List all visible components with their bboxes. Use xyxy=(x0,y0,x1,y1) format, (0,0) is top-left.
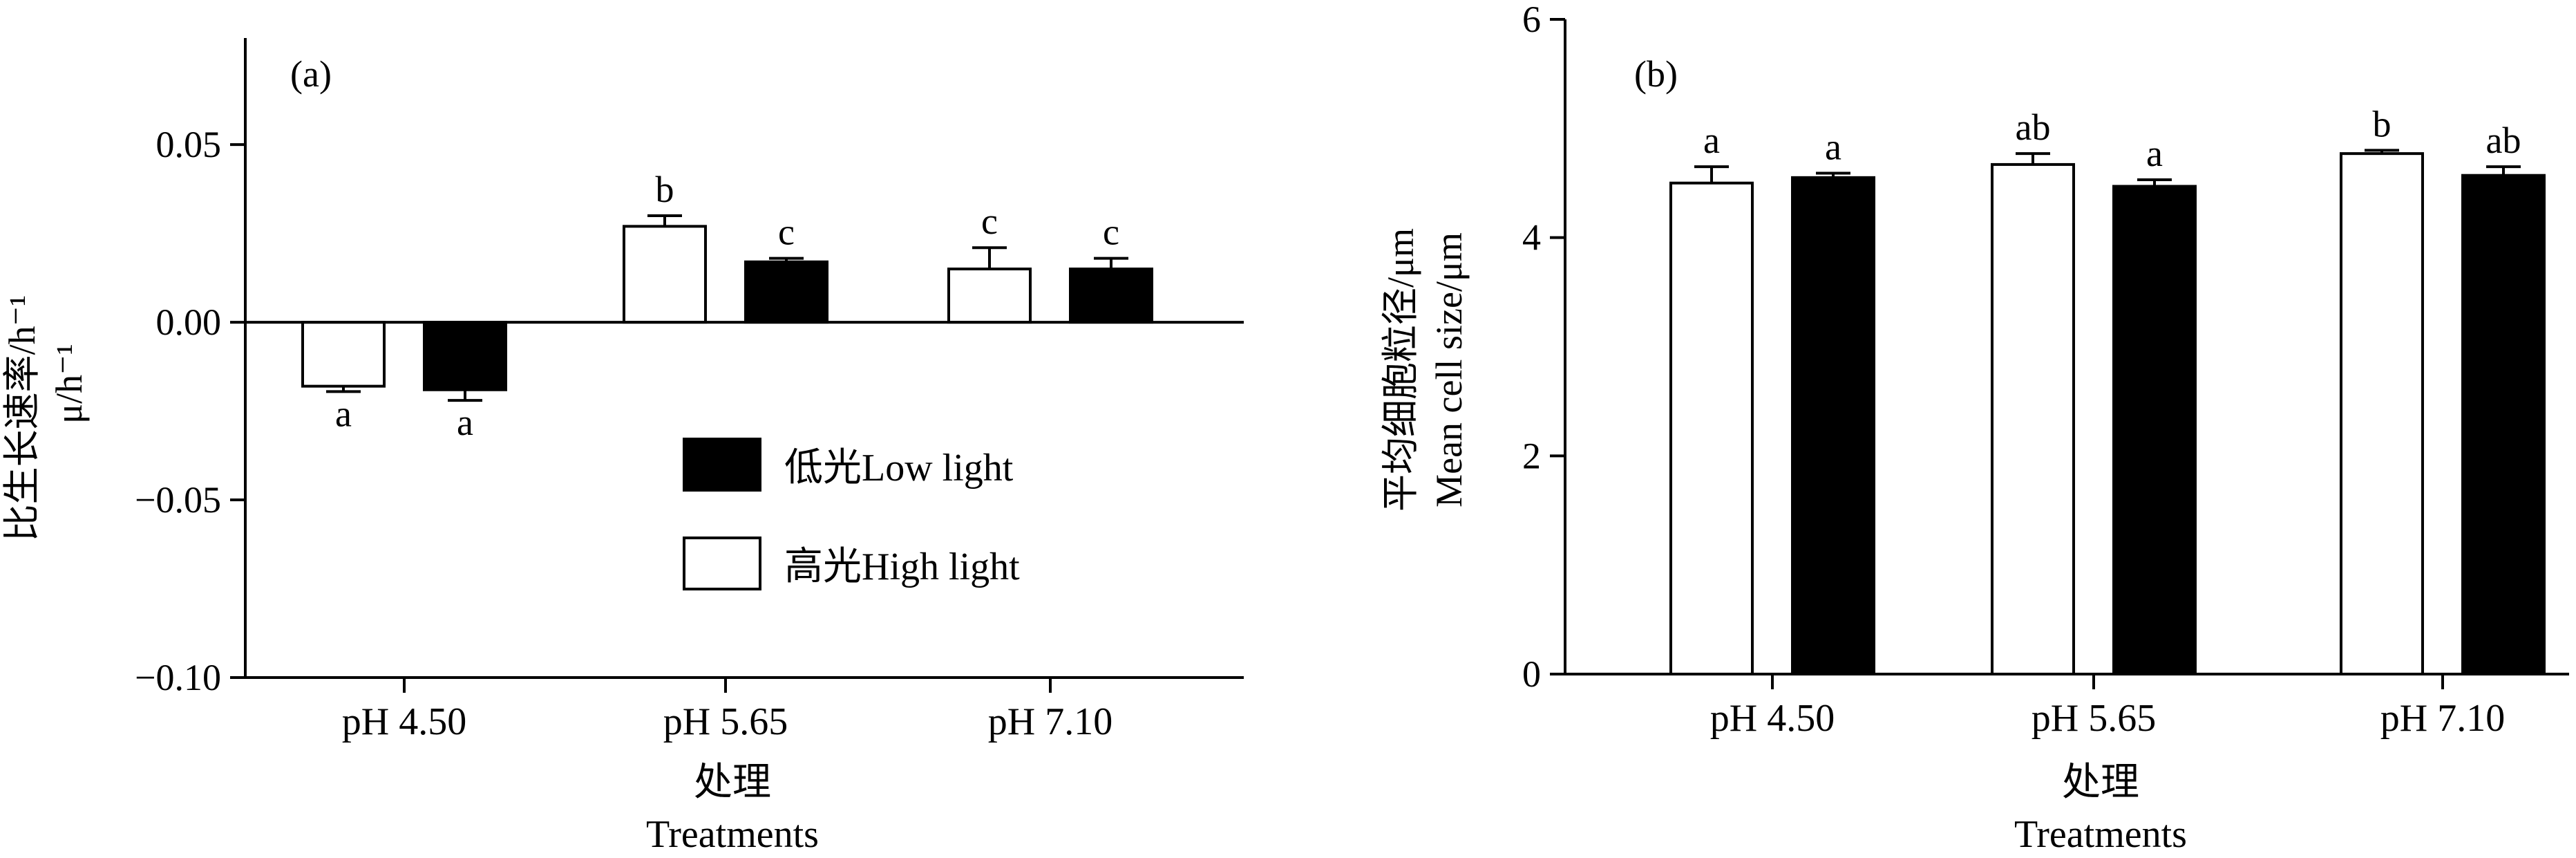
panel-b-x-tick-labels: pH 4.50 pH 5.65 pH 7.10 xyxy=(1710,697,2505,740)
panel-a-significance-letters: a b c a c c xyxy=(335,169,1119,443)
panel-a-axes xyxy=(230,38,1244,693)
panel-a-label: (a) xyxy=(290,53,332,95)
x-tick-label: pH 4.50 xyxy=(342,700,466,743)
significance-letter-high-2: c xyxy=(981,200,998,242)
significance-letter-high-1: ab xyxy=(2016,106,2051,148)
significance-letter-low-0: a xyxy=(457,402,473,443)
panel-a-y-axis-title-secondary: μ/h⁻¹ xyxy=(48,344,90,424)
significance-letter-low-1: a xyxy=(2146,133,2163,174)
legend-label-low-light: 低光Low light xyxy=(784,447,1014,489)
y-tick-label: 6 xyxy=(1522,0,1541,40)
significance-letter-low-2: c xyxy=(1103,212,1119,253)
significance-letter-high-1: b xyxy=(656,169,674,210)
panel-a-y-axis-title: 比生长速率/h⁻¹ xyxy=(1,295,43,542)
x-tick-label: pH 5.65 xyxy=(663,700,788,743)
bar-high-0 xyxy=(1669,181,1754,675)
panel-a-error-bars xyxy=(326,214,1128,402)
panel-a-bars xyxy=(301,225,1153,391)
panel-b-significance-letters: a ab b a a ab xyxy=(1703,103,2521,174)
legend-swatch-high-light xyxy=(683,537,761,590)
y-tick-label: 0.05 xyxy=(156,124,222,165)
significance-letter-low-2: ab xyxy=(2486,120,2521,161)
bar-low-1 xyxy=(2112,185,2197,675)
bar-high-2 xyxy=(2340,152,2424,675)
panel-a-x-tick-labels: pH 4.50 pH 5.65 pH 7.10 xyxy=(342,700,1112,743)
bar-high-1 xyxy=(1991,162,2075,675)
bar-low-0 xyxy=(1791,176,1875,675)
panel-b-axes xyxy=(1550,18,2569,689)
y-tick-label: 0.00 xyxy=(156,301,222,343)
bar-low-2 xyxy=(2461,174,2546,675)
y-tick-label: 2 xyxy=(1522,435,1541,476)
significance-letter-high-0: a xyxy=(1703,120,1720,161)
panel-b-x-axis-title-secondary: Treatments xyxy=(2014,813,2187,856)
panel-a-y-tick-labels: −0.10 −0.05 0.00 0.05 xyxy=(135,124,221,698)
panel-b-y-tick-labels: 0 2 4 6 xyxy=(1522,0,1541,695)
x-tick-label: pH 7.10 xyxy=(2380,697,2505,740)
significance-letter-low-1: c xyxy=(778,212,795,253)
panel-b-error-bars xyxy=(1694,149,2521,187)
panel-b-y-axis-title-secondary: Mean cell size/μm xyxy=(1428,232,1470,507)
legend-label-high-light: 高光High light xyxy=(784,545,1020,588)
bar-high-1 xyxy=(623,225,707,324)
panel-b-x-axis-title: 处理 xyxy=(2062,761,2139,804)
bar-high-2 xyxy=(947,268,1032,324)
y-tick-label: 4 xyxy=(1522,217,1541,259)
chart-panel-a: a b c a c c −0.10 −0.05 0.00 0.05 pH 4.50 pH 5.65… xyxy=(1,38,1244,856)
y-tick-label: 0 xyxy=(1522,653,1541,695)
legend-swatch-low-light xyxy=(683,438,761,492)
bar-low-2 xyxy=(1069,268,1153,324)
bar-high-0 xyxy=(301,321,386,388)
panel-b-y-axis-title: 平均细胞粒径/μm xyxy=(1380,228,1421,512)
bar-low-1 xyxy=(744,260,828,324)
panel-a-x-axis-title-secondary: Treatments xyxy=(646,813,819,856)
x-tick-label: pH 4.50 xyxy=(1710,697,1835,740)
panel-b-label: (b) xyxy=(1634,53,1678,95)
panel-a-x-axis-title: 处理 xyxy=(694,761,771,804)
y-tick-label: −0.05 xyxy=(135,479,221,521)
legend: 低光Low light 高光High light xyxy=(683,438,1020,590)
y-tick-label: −0.10 xyxy=(135,657,221,698)
significance-letter-high-2: b xyxy=(2373,103,2392,144)
significance-letter-low-0: a xyxy=(1825,127,1841,168)
significance-letter-high-0: a xyxy=(335,393,352,434)
x-tick-label: pH 5.65 xyxy=(2032,697,2156,740)
bar-low-0 xyxy=(423,321,507,391)
x-tick-label: pH 7.10 xyxy=(988,700,1112,743)
panel-b-bars xyxy=(1669,152,2546,675)
